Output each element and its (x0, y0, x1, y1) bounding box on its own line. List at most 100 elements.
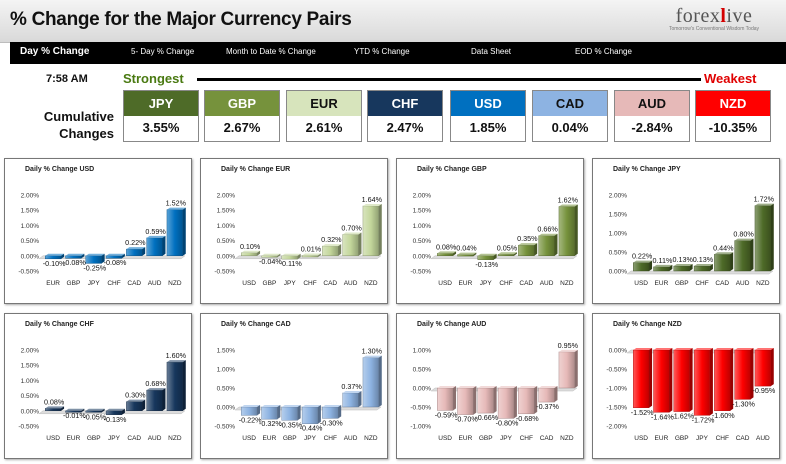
data-label: -0.08% (104, 258, 127, 267)
x-tick-label: NZD (364, 280, 378, 287)
tab-5-day-change[interactable]: 5- Day % Change (131, 47, 195, 56)
x-tick-label: AUD (148, 280, 162, 287)
bar (558, 349, 578, 389)
tab-ytd-change[interactable]: YTD % Change (354, 47, 410, 56)
x-tick-label: EUR (655, 280, 669, 287)
y-tick-label: -0.50% (18, 424, 39, 431)
y-tick-label: 2.00% (413, 193, 432, 200)
y-tick-label: 0.50% (217, 238, 236, 245)
chart-panel-nzd: Daily % Change NZD 0.00% -0.50% -1.00% -1.50… (592, 313, 780, 459)
data-label: 0.30% (125, 391, 146, 400)
bar (754, 203, 774, 272)
y-tick-label: 2.00% (21, 193, 40, 200)
currency-card-value: 2.67% (223, 120, 261, 135)
bar (673, 348, 693, 412)
x-tick-label: USD (634, 435, 648, 442)
data-label: -0.44% (300, 424, 323, 433)
data-label: -0.10% (43, 259, 66, 268)
x-tick-label: AUD (344, 280, 358, 287)
chart-panel-chf: Daily % Change CHF 2.00% 1.50% 1.00% 0.50% 0.… (4, 313, 192, 459)
x-tick-label: CAD (540, 435, 554, 442)
bar (653, 264, 673, 272)
data-label: -1.30% (732, 399, 755, 408)
data-label: -0.11% (280, 259, 303, 268)
data-label: -0.35% (279, 420, 302, 429)
bar (457, 386, 477, 415)
currency-card-value: 2.47% (386, 120, 424, 135)
x-tick-label: EUR (459, 280, 473, 287)
data-label: 0.32% (321, 235, 342, 244)
y-tick-label: 0.50% (21, 238, 40, 245)
tab-day-change[interactable]: Day % Change (20, 46, 90, 57)
bar-chart: 2.00% 1.50% 1.00% 0.50% 0.00% -0.50% 0.08% USD 0… (410, 193, 579, 288)
bar (85, 253, 105, 264)
y-tick-label: -0.50% (606, 367, 627, 374)
bar (734, 238, 754, 272)
data-label: -0.04% (259, 257, 282, 266)
y-tick-label: 1.00% (609, 231, 628, 238)
currency-card-name: JPY (124, 91, 198, 116)
x-tick-label: NZD (364, 435, 378, 442)
bar-chart: 2.00% 1.50% 1.00% 0.50% 0.00% -0.50% 0.10% USD -… (214, 193, 383, 288)
x-tick-label: EUR (46, 280, 60, 287)
bar-chart: 2.00% 1.50% 1.00% 0.50% 0.00% 0.22% USD 0.11% EU… (609, 193, 775, 288)
bar (538, 233, 558, 256)
x-tick-label: GBP (283, 435, 297, 442)
bar (166, 207, 186, 256)
data-label: -0.25% (83, 263, 106, 272)
bar (518, 243, 538, 257)
bar (65, 253, 85, 259)
y-tick-label: 1.00% (413, 348, 432, 355)
y-tick-label: 0.50% (413, 238, 432, 245)
tab-eod-change[interactable]: EOD % Change (575, 47, 632, 56)
x-tick-label: JPY (304, 435, 317, 442)
chart-title: Daily % Change NZD (613, 321, 682, 328)
x-tick-label: JPY (284, 280, 297, 287)
data-label: 1.64% (362, 195, 383, 204)
y-tick-label: -1.00% (606, 386, 627, 393)
weakest-label: Weakest (704, 71, 757, 86)
data-label: 1.62% (558, 196, 579, 205)
chart-panel-usd: Daily % Change USD 2.00% 1.50% 1.00% 0.50% 0.… (4, 158, 192, 304)
bar (754, 348, 774, 387)
tab-month-to-date-change[interactable]: Month to Date % Change (226, 47, 316, 56)
data-label: 0.01% (301, 244, 322, 253)
bar (281, 253, 301, 260)
currency-card-value: 3.55% (142, 120, 180, 135)
y-tick-label: 1.50% (21, 363, 40, 370)
bar (714, 252, 734, 272)
bar (734, 348, 754, 400)
x-tick-label: AUD (736, 280, 750, 287)
data-label: -1.60% (712, 411, 735, 420)
y-tick-label: 2.00% (609, 193, 628, 200)
bar (146, 388, 166, 411)
x-tick-label: NZD (560, 280, 574, 287)
data-label: 0.37% (341, 382, 362, 391)
zero-axis (430, 255, 578, 260)
data-label: -1.64% (651, 412, 674, 421)
x-tick-label: USD (438, 435, 452, 442)
bar (633, 348, 653, 408)
bar (322, 405, 342, 419)
currency-card-eur: EUR 2.61% (286, 90, 362, 142)
bar (538, 386, 558, 403)
timestamp: 7:58 AM (46, 73, 88, 85)
x-tick-label: GBP (675, 435, 689, 442)
data-label: -0.08% (63, 258, 86, 267)
x-tick-label: JPY (108, 435, 121, 442)
bar (85, 408, 105, 413)
chart-title: Daily % Change AUD (417, 321, 487, 328)
tab-data-sheet[interactable]: Data Sheet (471, 47, 512, 56)
y-tick-label: 0.00% (21, 253, 40, 260)
chart-title: Daily % Change GBP (417, 166, 487, 173)
bar (362, 203, 382, 256)
y-tick-label: 1.00% (217, 223, 236, 230)
bar (301, 253, 321, 258)
data-label: 0.10% (240, 242, 261, 251)
bar (518, 386, 538, 415)
x-tick-label: CHF (520, 435, 533, 442)
cumulative-changes-label: Cumulative Changes (43, 109, 114, 141)
data-label: 0.08% (44, 397, 65, 406)
x-tick-label: NZD (560, 435, 574, 442)
data-label: 0.05% (497, 243, 518, 252)
